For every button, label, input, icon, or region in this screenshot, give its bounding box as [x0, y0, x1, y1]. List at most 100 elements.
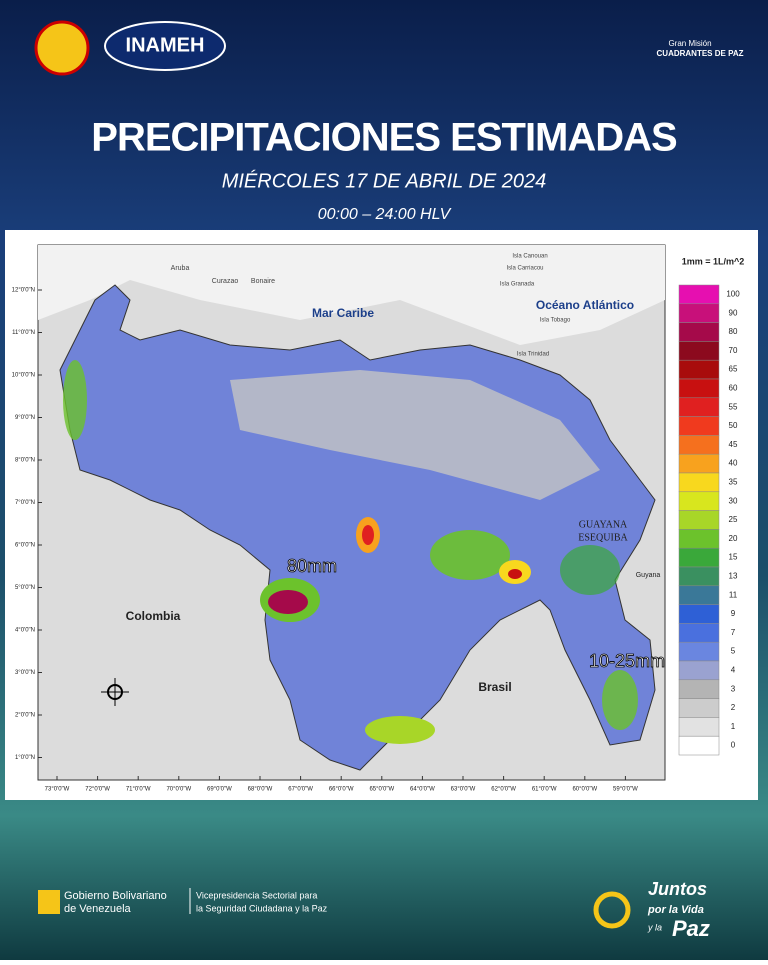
legend-swatch: [678, 435, 720, 455]
header: INAMEH Gran Misión CUADRANTES DE PAZ PRE…: [34, 20, 744, 223]
place-label: Bonaire: [251, 278, 275, 285]
place-label: Isla Canouan: [512, 254, 547, 260]
legend-label: 80: [729, 327, 738, 336]
legend-label: 60: [729, 384, 738, 393]
legend-label: 4: [731, 666, 736, 675]
rain-cell: [508, 569, 522, 579]
logo-text: CUADRANTES DE PAZ: [657, 49, 744, 58]
place-label: Brasil: [478, 680, 511, 694]
logo-inameh: [104, 21, 226, 71]
lat-label: 3°0'0"N: [15, 670, 35, 676]
footer-text: de Venezuela: [64, 903, 132, 915]
legend-label: 55: [729, 402, 738, 411]
legend-label: 5: [731, 647, 736, 656]
legend-swatch: [678, 397, 720, 417]
legend-label: 0: [731, 741, 736, 750]
legend-swatch: [678, 623, 720, 643]
legend-swatch: [678, 472, 720, 493]
lon-label: 69°0'0"W: [207, 787, 232, 793]
legend-label: 40: [729, 459, 738, 468]
logo-text: INAMEH: [126, 34, 205, 56]
lat-label: 7°0'0"N: [15, 500, 35, 506]
lon-label: 59°0'0"W: [613, 787, 638, 793]
legend-label: 45: [729, 440, 738, 449]
legend-swatch: [678, 322, 720, 342]
lon-label: 61°0'0"W: [532, 787, 557, 793]
legend-swatch: [678, 604, 720, 624]
slogan: Juntos: [648, 879, 707, 899]
legend-label: 15: [729, 553, 738, 562]
slogan: Paz: [672, 916, 710, 941]
lat-label: 1°0'0"N: [15, 755, 35, 761]
lon-label: 66°0'0"W: [329, 787, 354, 793]
flag-icon: [38, 890, 60, 914]
legend-swatch: [678, 491, 720, 511]
place-label: Isla Trinidad: [517, 352, 549, 358]
title: PRECIPITACIONES ESTIMADAS: [91, 116, 677, 160]
rain-cell: [362, 525, 374, 545]
legend-label: 9: [731, 609, 736, 618]
legend-label: 11: [729, 590, 738, 599]
legend-swatch: [678, 341, 720, 361]
legend-label: 50: [729, 421, 738, 430]
legend-swatch: [678, 510, 720, 530]
lon-label: 68°0'0"W: [248, 787, 273, 793]
slogan: por la Vida: [647, 904, 704, 916]
annotation: 80mm: [287, 556, 337, 576]
place-label: Océano Atlántico: [536, 298, 634, 312]
place-label: Colombia: [126, 609, 181, 623]
legend-label: 1: [731, 722, 736, 731]
map: Mar Caribe Océano Atlántico Colombia Bra…: [12, 244, 745, 793]
rain-cell: [602, 670, 638, 730]
legend-swatch: [678, 717, 720, 737]
sea: [38, 245, 665, 345]
footer-text: Gobierno Bolivariano: [64, 890, 167, 902]
logo-seal: [34, 20, 90, 76]
legend-swatch: [678, 566, 720, 587]
legend-label: 2: [731, 703, 736, 712]
legend: 1009080706560555045403530252015131197543…: [678, 284, 740, 756]
legend-swatch: [678, 660, 720, 681]
legend-swatch: [678, 416, 720, 436]
lon-label: 72°0'0"W: [85, 787, 110, 793]
place-label: Isla Granada: [500, 282, 535, 288]
annotation: 10-25mm: [589, 651, 665, 671]
place-label: Aruba: [171, 265, 190, 272]
legend-swatch: [678, 378, 720, 399]
legend-swatch: [678, 679, 720, 699]
footer-text: la Seguridad Ciudadana y la Paz: [196, 903, 328, 913]
legend-label: 35: [729, 478, 738, 487]
legend-label: 7: [731, 628, 736, 637]
lat-label: 2°0'0"N: [15, 713, 35, 719]
place-label: Guyana: [636, 572, 661, 579]
legend-title: 1mm = 1L/m^2: [682, 256, 745, 266]
legend-label: 90: [729, 308, 738, 317]
lon-label: 67°0'0"W: [288, 787, 313, 793]
legend-swatch: [678, 453, 720, 474]
lon-label: 73°0'0"W: [45, 787, 70, 793]
legend-label: 3: [731, 684, 736, 693]
rain-cell: [268, 590, 308, 614]
legend-label: 13: [729, 572, 738, 581]
lon-label: 65°0'0"W: [369, 787, 394, 793]
lat-label: 4°0'0"N: [15, 628, 35, 634]
lon-label: 71°0'0"W: [126, 787, 151, 793]
legend-swatch: [678, 547, 720, 568]
legend-label: 30: [729, 496, 738, 505]
place-label: Isla Carriacou: [506, 266, 543, 272]
lat-label: 11°0'0"N: [12, 330, 35, 336]
lat-label: 9°0'0"N: [15, 415, 35, 421]
legend-swatch: [678, 284, 720, 305]
lon-label: 62°0'0"W: [491, 787, 516, 793]
legend-label: 20: [729, 534, 738, 543]
lat-label: 12°0'0"N: [12, 288, 35, 294]
place-label: Mar Caribe: [312, 306, 374, 320]
rain-cell: [560, 545, 620, 595]
footer: Gobierno Bolivariano de Venezuela Vicepr…: [38, 879, 710, 941]
legend-swatch: [678, 641, 720, 662]
lat-label: 6°0'0"N: [15, 543, 35, 549]
rain-cell: [430, 530, 510, 580]
legend-label: 100: [726, 290, 740, 299]
dry-area: [230, 370, 600, 500]
